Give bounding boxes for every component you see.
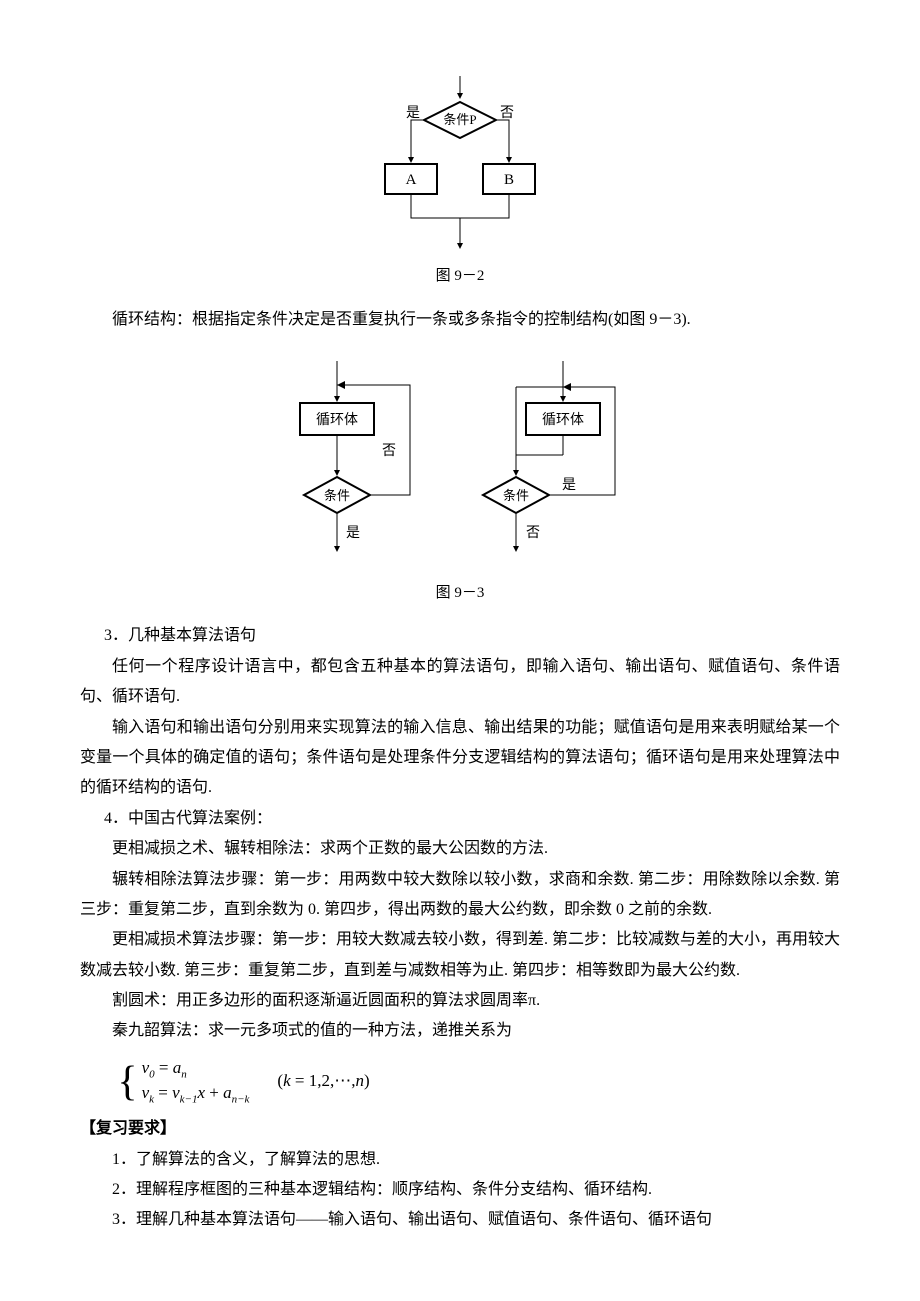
flowchart-9-2: 条件P 是 否 A B <box>350 70 570 258</box>
r1: 1．了解算法的含义，了解算法的思想. <box>80 1145 840 1175</box>
left-cond: 条件 <box>324 488 350 503</box>
caption-9-3: 图 9－3 <box>80 579 840 608</box>
node-B: B <box>504 172 514 188</box>
caption-9-2: 图 9－2 <box>80 262 840 291</box>
p4-d: 割圆术：用正多边形的面积逐渐逼近圆面积的算法求圆周率π. <box>80 986 840 1016</box>
flowchart-9-3: 循环体 条件 否 是 循环体 条件 <box>270 355 650 565</box>
p4-a: 更相减损之术、辗转相除法：求两个正数的最大公因数的方法. <box>80 834 840 864</box>
right-yes: 是 <box>562 478 576 493</box>
right-loop-body: 循环体 <box>542 412 584 428</box>
left-yes: 是 <box>346 526 360 541</box>
p4-b: 辗转相除法算法步骤：第一步：用两数中较大数除以较小数，求商和余数. 第二步：用除… <box>80 865 840 926</box>
cond-label: 条件P <box>443 112 476 127</box>
p3-head: 3．几种基本算法语句 <box>80 621 840 651</box>
p4-c: 更相减损术算法步骤：第一步：用较大数减去较小数，得到差. 第二步：比较减数与差的… <box>80 925 840 986</box>
p-loop-intro: 循环结构：根据指定条件决定是否重复执行一条或多条指令的控制结构(如图 9－3). <box>80 305 840 335</box>
p3-b: 输入语句和输出语句分别用来实现算法的输入信息、输出结果的功能；赋值语句是用来表明… <box>80 713 840 804</box>
r3: 3．理解几种基本算法语句——输入语句、输出语句、赋值语句、条件语句、循环语句 <box>80 1205 840 1235</box>
label-no: 否 <box>500 106 514 121</box>
p3-a: 任何一个程序设计语言中，都包含五种基本的算法语句，即输入语句、输出语句、赋值语句… <box>80 652 840 713</box>
r2: 2．理解程序框图的三种基本逻辑结构：顺序结构、条件分支结构、循环结构. <box>80 1175 840 1205</box>
right-no: 否 <box>526 526 540 541</box>
left-loop-body: 循环体 <box>316 412 358 428</box>
left-no: 否 <box>382 444 396 459</box>
node-A: A <box>406 172 417 188</box>
p4-head: 4．中国古代算法案例： <box>80 804 840 834</box>
label-yes: 是 <box>406 106 420 121</box>
qin-jiushao-recurrence: { v0 = an vk = vk−1x + an−k (k = 1,2,⋯,n… <box>117 1057 840 1106</box>
figure-9-2: 条件P 是 否 A B <box>80 70 840 258</box>
figure-9-3: 循环体 条件 否 是 循环体 条件 <box>80 355 840 565</box>
p4-e: 秦九韶算法：求一元多项式的值的一种方法，递推关系为 <box>80 1016 840 1046</box>
review-head: 【复习要求】 <box>80 1114 840 1144</box>
right-cond: 条件 <box>503 488 529 503</box>
